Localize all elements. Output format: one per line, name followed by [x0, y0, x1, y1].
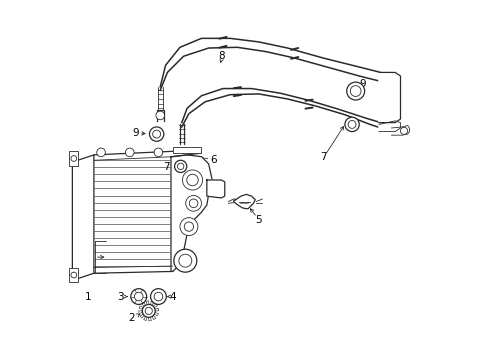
Circle shape — [174, 249, 196, 272]
Polygon shape — [139, 311, 142, 314]
Circle shape — [131, 289, 146, 305]
Circle shape — [174, 160, 186, 172]
FancyBboxPatch shape — [69, 151, 78, 166]
Circle shape — [189, 199, 198, 208]
Text: 9: 9 — [359, 79, 366, 89]
Polygon shape — [148, 317, 151, 321]
Circle shape — [184, 222, 193, 231]
Circle shape — [177, 163, 183, 170]
Polygon shape — [72, 155, 94, 280]
Circle shape — [182, 170, 202, 190]
Text: 1: 1 — [84, 292, 91, 302]
Polygon shape — [146, 301, 148, 305]
Circle shape — [134, 292, 142, 301]
Circle shape — [180, 218, 198, 235]
Text: 6: 6 — [209, 155, 216, 165]
Text: 9: 9 — [132, 129, 139, 138]
Circle shape — [71, 272, 77, 278]
Text: 8: 8 — [218, 50, 225, 60]
Polygon shape — [206, 180, 224, 198]
Text: 7: 7 — [320, 152, 326, 162]
Circle shape — [400, 127, 407, 134]
Circle shape — [150, 289, 166, 305]
Text: 4: 4 — [169, 292, 176, 302]
Text: 7: 7 — [163, 162, 169, 172]
Circle shape — [185, 195, 201, 211]
Polygon shape — [391, 126, 408, 135]
Polygon shape — [139, 306, 143, 309]
Circle shape — [154, 148, 163, 157]
Circle shape — [142, 305, 155, 318]
FancyBboxPatch shape — [172, 147, 201, 153]
Circle shape — [149, 127, 163, 141]
Polygon shape — [233, 194, 255, 209]
Text: 2: 2 — [128, 314, 135, 323]
Polygon shape — [378, 72, 400, 123]
Text: 3: 3 — [117, 292, 124, 302]
Polygon shape — [140, 314, 144, 318]
Circle shape — [145, 307, 152, 315]
Polygon shape — [152, 315, 156, 320]
FancyBboxPatch shape — [69, 268, 78, 282]
Polygon shape — [154, 312, 158, 316]
Text: 5: 5 — [254, 215, 261, 225]
Polygon shape — [171, 155, 212, 271]
Polygon shape — [378, 121, 400, 132]
Circle shape — [349, 86, 360, 96]
Polygon shape — [153, 304, 157, 308]
Circle shape — [179, 254, 191, 267]
Circle shape — [156, 111, 164, 120]
Polygon shape — [150, 301, 153, 305]
Circle shape — [347, 121, 355, 129]
Circle shape — [125, 148, 134, 157]
Circle shape — [152, 130, 160, 138]
Circle shape — [71, 156, 77, 161]
Circle shape — [186, 174, 198, 186]
Polygon shape — [143, 316, 147, 321]
Polygon shape — [142, 302, 145, 306]
Circle shape — [346, 82, 364, 100]
Polygon shape — [155, 308, 159, 311]
Circle shape — [344, 117, 359, 132]
Circle shape — [154, 292, 163, 301]
Circle shape — [97, 148, 105, 157]
